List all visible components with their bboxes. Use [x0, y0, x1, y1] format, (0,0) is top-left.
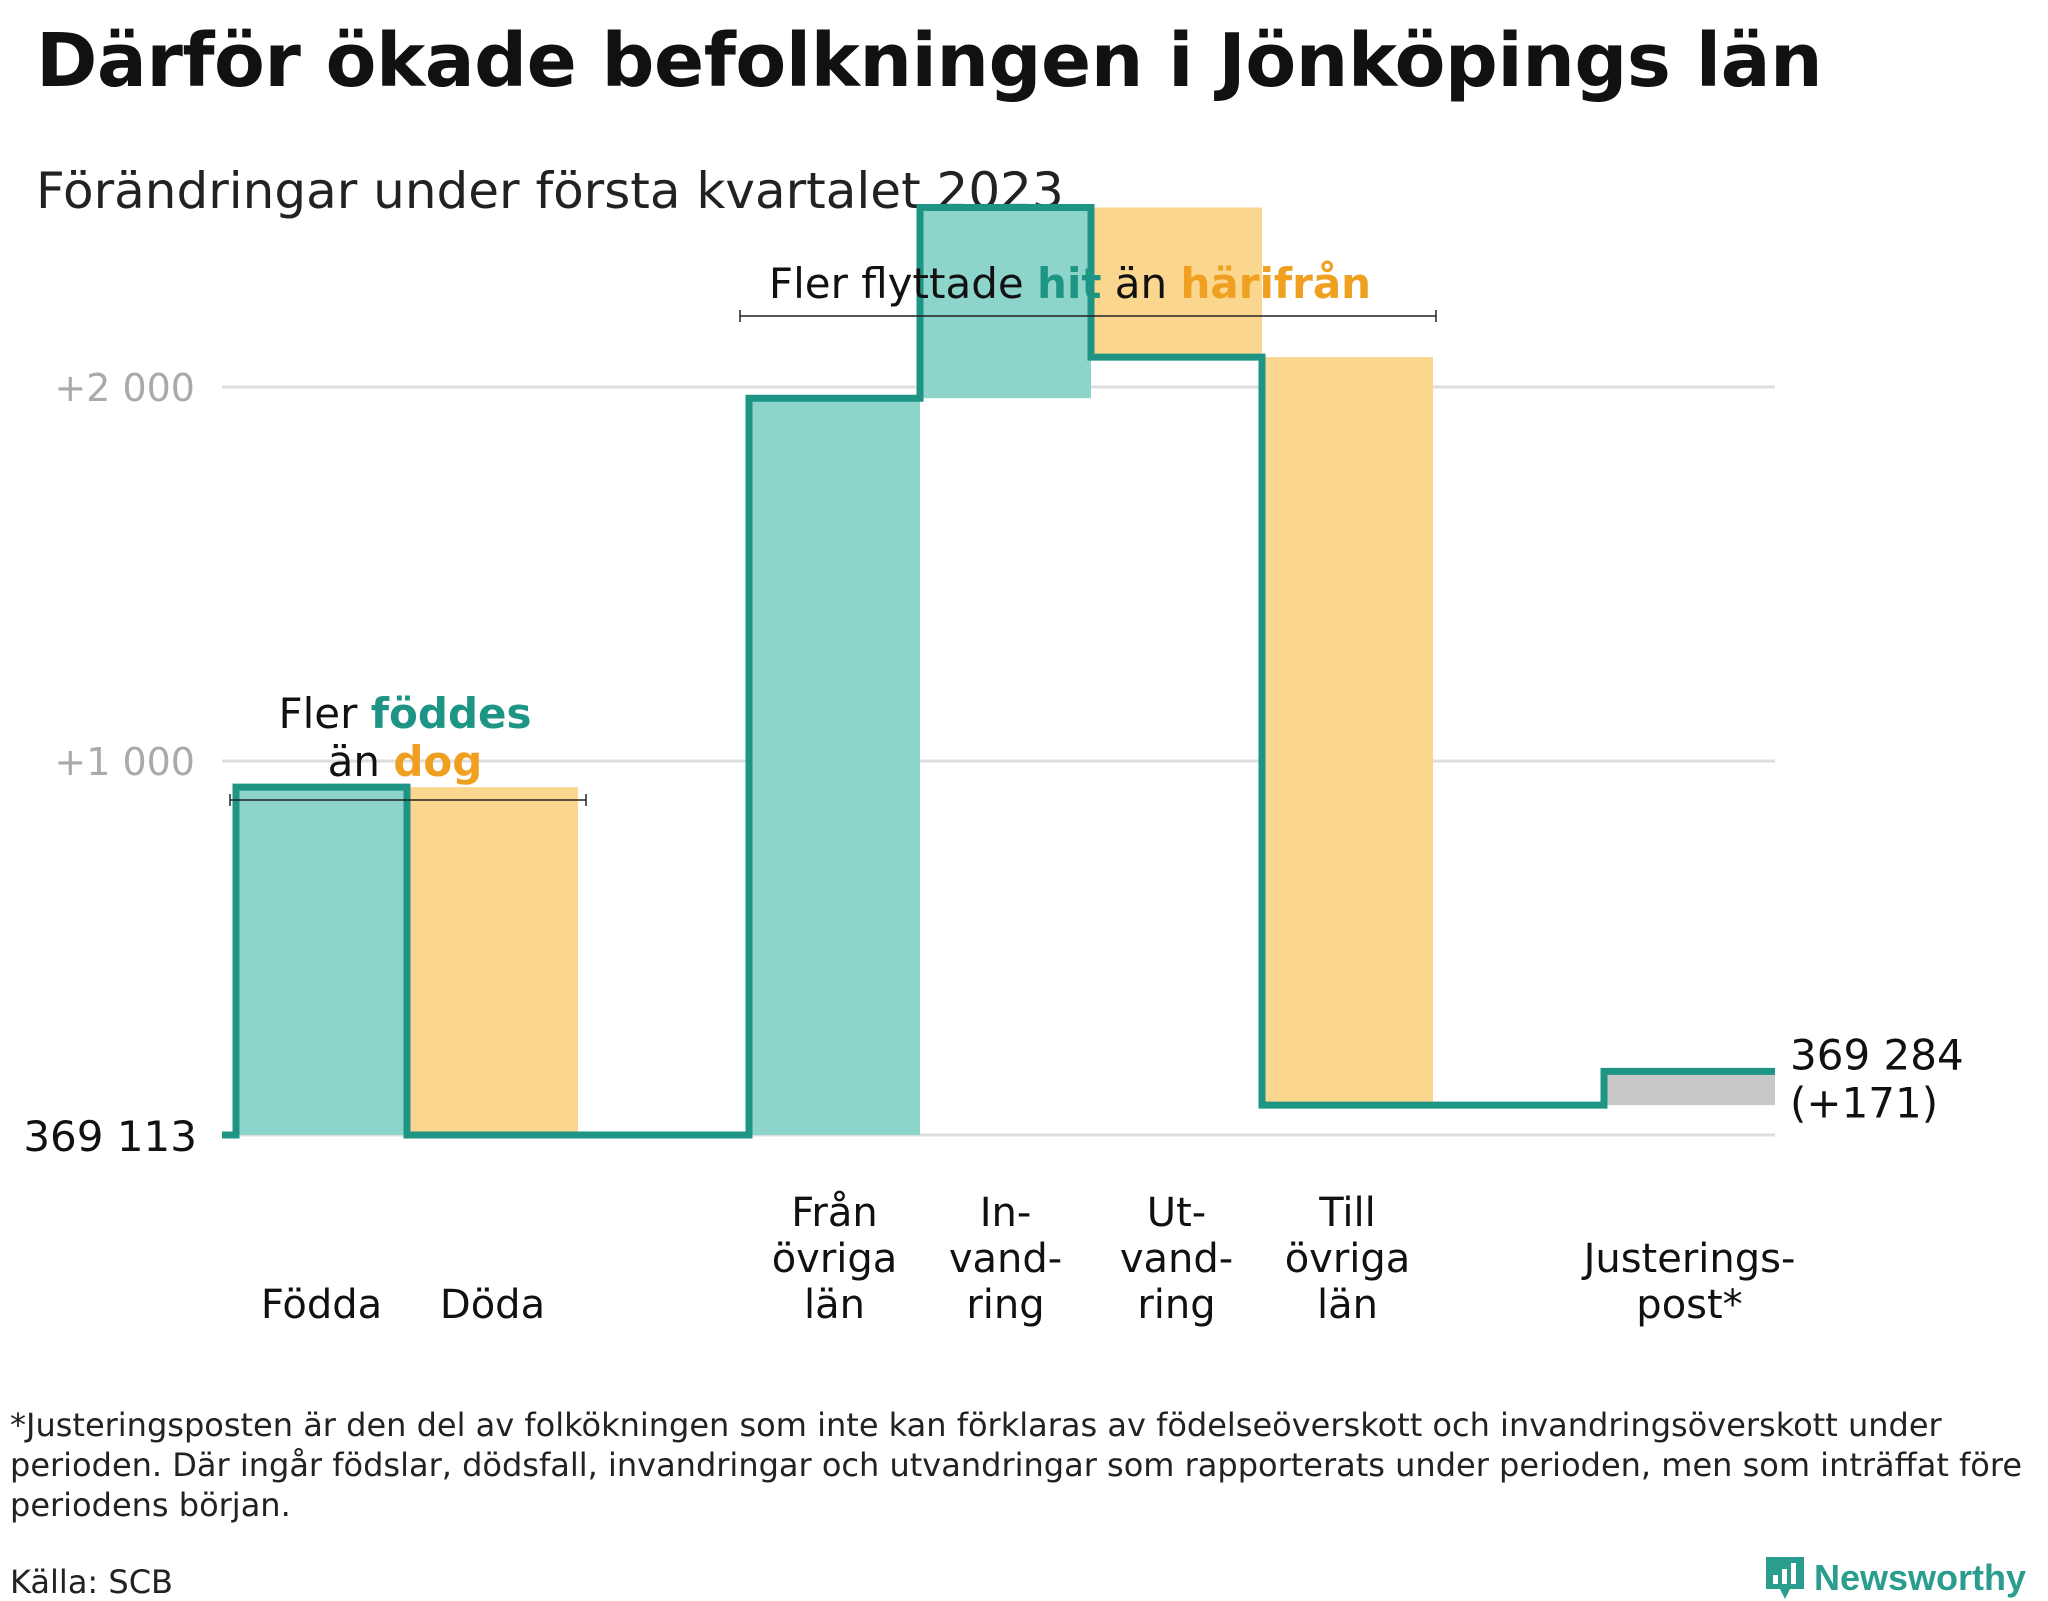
- newsworthy-logo-icon: [1765, 1557, 1804, 1599]
- end-value-label: 369 284: [1790, 1030, 1964, 1079]
- waterfall-bar: [1091, 207, 1262, 358]
- waterfall-bar: [1262, 357, 1433, 1106]
- waterfall-bar: [920, 207, 1091, 399]
- migration-bracket: [739, 310, 1437, 322]
- category-label: ring: [966, 1282, 1044, 1328]
- category-label: ring: [1137, 1282, 1215, 1328]
- migration-annotation: Fler flyttade hit än härifrån: [739, 259, 1437, 322]
- category-label: Till: [1318, 1190, 1376, 1236]
- waterfall-bar: [749, 398, 920, 1136]
- births-annotation: Fler föddes än dog: [229, 689, 587, 806]
- newsworthy-logo: Newsworthy: [1764, 1555, 2026, 1601]
- migration-annotation-text: Fler flyttade hit än härifrån: [769, 259, 1371, 308]
- category-label: Ut-: [1147, 1190, 1206, 1236]
- category-label: Från: [791, 1190, 877, 1236]
- footnote: *Justeringsposten är den del av folkökni…: [10, 1406, 2023, 1524]
- category-label: övriga: [772, 1236, 898, 1282]
- newsworthy-logo-text: Newsworthy: [1813, 1557, 2026, 1598]
- running-total-line-path: [222, 203, 1775, 1139]
- category-label: post*: [1636, 1282, 1742, 1328]
- waterfall-bar: [1604, 1071, 1775, 1106]
- running-total-line: [222, 203, 1775, 1139]
- births-annotation-line2: än dog: [328, 737, 483, 786]
- category-label: vand-: [1120, 1236, 1233, 1282]
- category-label: Födda: [261, 1282, 382, 1328]
- bars: [236, 207, 1775, 1136]
- waterfall-bar: [407, 787, 578, 1135]
- births-annotation-line1: Fler föddes: [278, 689, 531, 738]
- births-bracket: [229, 794, 587, 806]
- category-label: övriga: [1285, 1236, 1411, 1282]
- y-tick-label: +2 000: [54, 366, 195, 410]
- category-label: län: [804, 1282, 865, 1328]
- chart-title: Därför ökade befolkningen i Jönköpings l…: [36, 18, 1823, 104]
- waterfall-bar: [236, 787, 407, 1135]
- end-change-label: (+171): [1790, 1078, 1938, 1127]
- y-tick-label: +1 000: [54, 740, 195, 784]
- category-label: vand-: [949, 1236, 1062, 1282]
- category-label: Justerings-: [1581, 1236, 1796, 1282]
- category-label: Döda: [440, 1282, 545, 1328]
- start-value-label: 369 113: [23, 1112, 197, 1161]
- category-label: län: [1317, 1282, 1378, 1328]
- category-label: In-: [980, 1190, 1032, 1236]
- source-label: Källa: SCB: [10, 1563, 173, 1601]
- chart-subtitle: Förändringar under första kvartalet 2023: [36, 162, 1064, 220]
